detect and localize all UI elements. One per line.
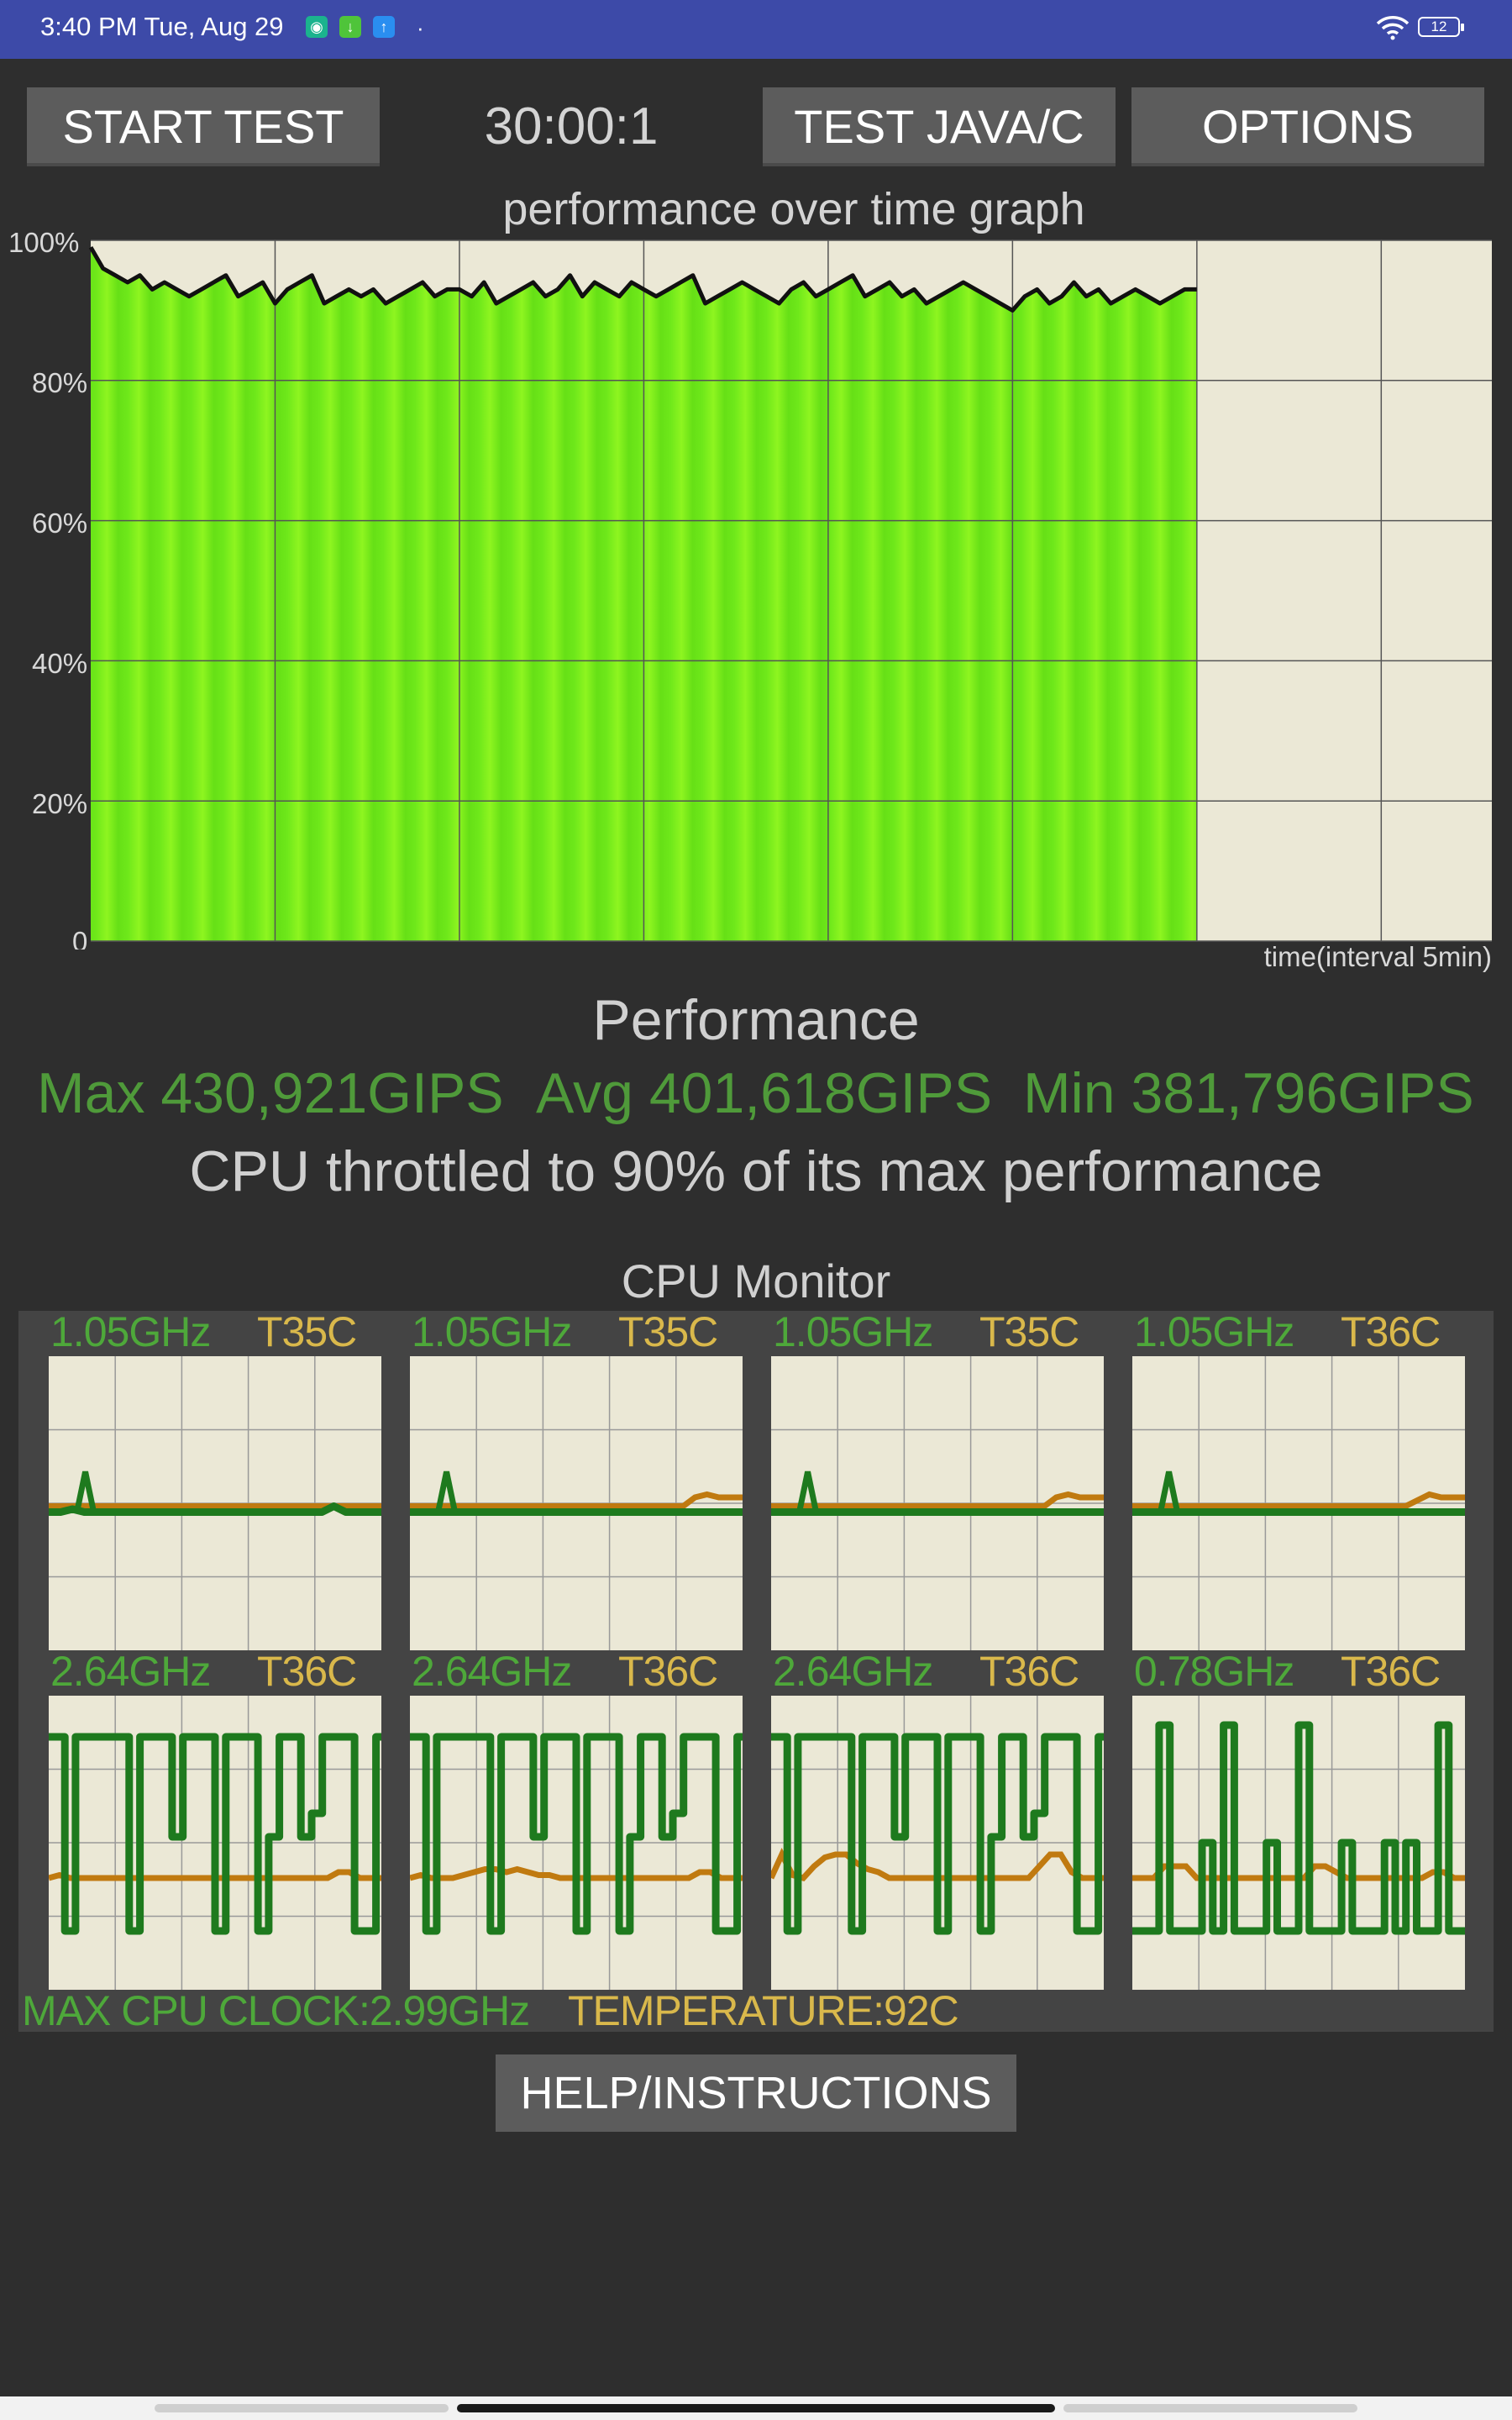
start-test-button[interactable]: START TEST	[27, 87, 380, 166]
performance-line	[88, 246, 1197, 313]
y-tick-label: 100%	[8, 227, 79, 258]
core-temperature: T36C	[1341, 1308, 1441, 1355]
wifi-icon	[1376, 16, 1410, 40]
test-java-c-button[interactable]: TEST JAVA/C	[763, 87, 1116, 166]
core-chart	[49, 1356, 381, 1650]
y-tick-label: 80%	[32, 367, 87, 398]
core-frequency: 1.05GHz	[1134, 1308, 1294, 1355]
shield-app-icon: ◉	[306, 16, 328, 38]
core-chart	[410, 1696, 743, 1990]
core-temperature-trace	[1132, 1491, 1465, 1509]
core-chart	[1132, 1356, 1465, 1650]
core-chart	[1132, 1696, 1465, 1990]
test-timer: 30:00:1	[484, 97, 659, 155]
y-tick-label: 20%	[32, 788, 87, 819]
core-temperature-trace	[771, 1491, 1104, 1509]
performance-graph: 100% 80% 60% 40% 20% 0	[8, 227, 1492, 950]
graph-grid	[91, 239, 1492, 942]
options-button[interactable]: OPTIONS	[1131, 87, 1484, 166]
core-chart	[771, 1356, 1104, 1650]
nav-segment	[155, 2404, 449, 2412]
core-chart	[410, 1356, 743, 1650]
throttle-summary: CPU throttled to 90% of its max performa…	[189, 1139, 1323, 1203]
core-frequency: 2.64GHz	[773, 1648, 933, 1695]
core-frequency: 0.78GHz	[1134, 1648, 1294, 1695]
core-chart	[771, 1696, 1104, 1990]
core-temperature: T35C	[618, 1308, 718, 1355]
core-frequency-trace	[49, 1733, 381, 1935]
y-axis-ticks: 100% 80% 60% 40% 20% 0	[8, 227, 87, 950]
max-cpu-clock: MAX CPU CLOCK:2.99GHz	[22, 1987, 530, 2034]
core-frequency-spike	[1158, 1470, 1180, 1513]
max-temperature: TEMPERATURE:92C	[568, 1987, 959, 2034]
core-frequency: 2.64GHz	[50, 1648, 211, 1695]
core-frequency: 2.64GHz	[412, 1648, 572, 1695]
notification-dot: ·	[417, 15, 424, 40]
core-frequency-trace	[410, 1733, 743, 1935]
min-performance: Min 381,796GIPS	[1023, 1061, 1474, 1125]
performance-heading: Performance	[592, 988, 920, 1052]
core-temperature: T36C	[1341, 1648, 1441, 1695]
core-temperature: T36C	[618, 1648, 718, 1695]
graph-title: performance over time graph	[502, 184, 1085, 234]
status-bar	[0, 0, 1512, 59]
max-performance: Max 430,921GIPS	[37, 1061, 504, 1125]
download-app-icon: ↓	[339, 16, 361, 38]
avg-performance: Avg 401,618GIPS	[536, 1061, 993, 1125]
y-tick-label: 0	[72, 926, 87, 950]
core-frequency-spike	[796, 1470, 819, 1513]
core-frequency-trace	[771, 1733, 1104, 1935]
core-temperature: T35C	[979, 1308, 1079, 1355]
battery-icon: 12	[1418, 17, 1464, 37]
y-tick-label: 60%	[32, 508, 87, 539]
core-frequency-spike	[74, 1470, 97, 1513]
core-frequency: 1.05GHz	[412, 1308, 572, 1355]
core-frequency: 1.05GHz	[50, 1308, 211, 1355]
upload-app-icon: ↑	[373, 16, 395, 38]
home-indicator[interactable]	[457, 2404, 1055, 2412]
help-instructions-button[interactable]: HELP/INSTRUCTIONS	[496, 2054, 1016, 2132]
core-chart	[49, 1696, 381, 1990]
cpu-monitor-title: CPU Monitor	[621, 1255, 891, 1307]
core-temperature: T36C	[979, 1648, 1079, 1695]
nav-segment	[1063, 2404, 1357, 2412]
core-temperature-trace	[410, 1491, 743, 1509]
core-frequency-trace	[49, 1502, 381, 1516]
core-temperature: T36C	[257, 1648, 357, 1695]
status-time: 3:40 PM Tue, Aug 29	[40, 12, 284, 41]
core-frequency-trace	[1132, 1721, 1465, 1935]
core-temperature: T35C	[257, 1308, 357, 1355]
x-axis-label: time(interval 5min)	[1263, 941, 1492, 972]
core-frequency-spike	[435, 1470, 458, 1513]
core-frequency: 1.05GHz	[773, 1308, 933, 1355]
y-tick-label: 40%	[32, 648, 87, 679]
